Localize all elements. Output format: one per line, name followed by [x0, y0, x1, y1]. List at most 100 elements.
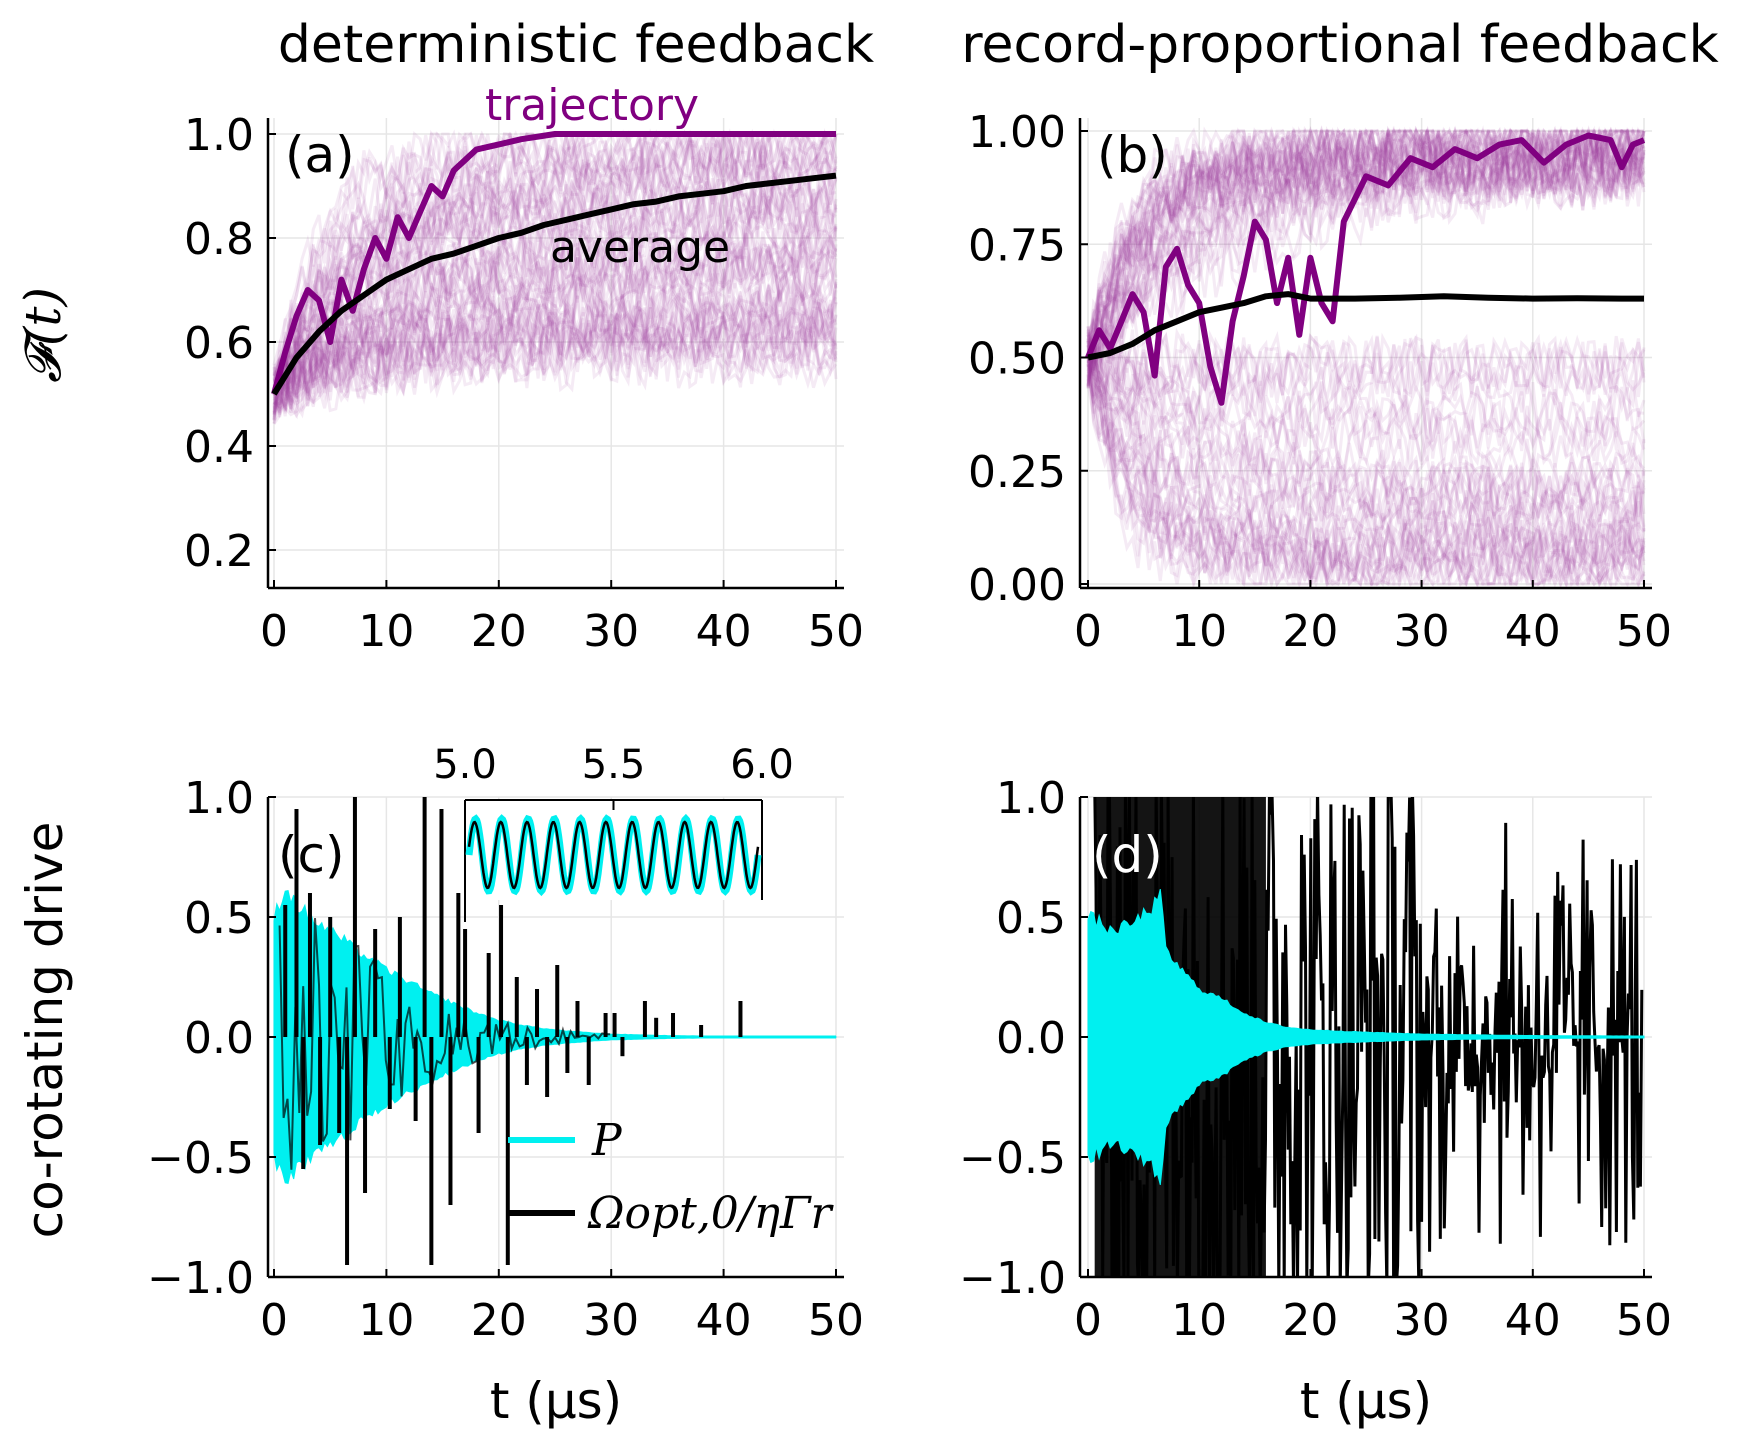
y-tick-label-a: 0.2: [184, 526, 254, 577]
ensemble-trajectory-b: [1086, 329, 1646, 538]
ensemble-trajectory-a: [272, 243, 837, 413]
ensemble-trajectory-b: [1086, 373, 1646, 578]
x-tick-label-a: 20: [471, 606, 527, 657]
inset-tick-label: 5.5: [582, 742, 646, 788]
panel-label-a: (a): [285, 126, 355, 184]
ensemble-trajectory-b: [1086, 130, 1646, 382]
y-axis-label-fidelity: 𝓕(t): [14, 287, 72, 383]
ensemble-trajectory-b: [1086, 332, 1646, 447]
ensemble-trajectory-b: [1086, 338, 1646, 588]
average-line-b: [1087, 291, 1644, 361]
ensemble-trajectory-a: [272, 197, 838, 422]
y-tick-label-c: −0.5: [147, 1133, 254, 1184]
ensemble-trajectory-b: [1086, 340, 1646, 533]
x-tick-label-c: 40: [696, 1295, 752, 1346]
panel-label-c: (c): [278, 826, 345, 884]
ensemble-trajectory-b: [1086, 331, 1646, 443]
x-tick-label-a: 40: [696, 606, 752, 657]
ensemble-trajectory-a: [273, 129, 838, 383]
ensemble-trajectory-a: [272, 151, 838, 424]
ensemble-trajectory-b: [1086, 127, 1645, 343]
grid-a: [268, 118, 844, 588]
ensemble-trajectory-a: [272, 299, 838, 408]
ensemble-trajectory-b: [1086, 340, 1645, 588]
ensemble-trajectory-b: [1087, 134, 1646, 372]
ensemble-trajectory-a: [272, 128, 838, 396]
ensemble-trajectory-b: [1086, 132, 1646, 377]
ensemble-trajectory-b: [1086, 125, 1646, 341]
ensemble-trajectory-b: [1086, 364, 1646, 588]
ensemble-trajectory-a: [272, 223, 838, 395]
y-tick-label-d: 0.5: [996, 893, 1066, 944]
omega-noise-c: [278, 918, 611, 1170]
ensemble-trajectory-b: [1086, 132, 1646, 366]
ensemble-trajectory-a: [272, 177, 838, 415]
ensemble-trajectory-b: [1086, 345, 1646, 519]
ensemble-trajectory-b: [1086, 363, 1645, 582]
annotation-average: average: [550, 222, 730, 273]
ensemble-trajectory-a: [272, 242, 838, 402]
y-tick-label-c: 1.0: [184, 773, 254, 824]
inset-tick-label: 5.0: [433, 742, 497, 788]
trajectory-line-a: [271, 131, 836, 395]
ensemble-trajectory-b: [1086, 125, 1646, 368]
ensemble-trajectory-b: [1086, 348, 1646, 588]
ensemble-b: [1086, 125, 1646, 588]
ensemble-trajectory-b: [1086, 138, 1645, 369]
ensemble-trajectory-b: [1086, 380, 1646, 588]
ensemble-trajectory-a: [272, 132, 837, 387]
x-tick-label-b: 10: [1171, 606, 1227, 657]
y-tick-label-a: 1.0: [184, 110, 254, 161]
x-tick-label-a: 30: [583, 606, 639, 657]
panel-c: 0 10 20 30 40 50 −1.0 −0.5 0.0 0.5 1.0 (c) 5.0 5.5 6.0: [147, 742, 864, 1346]
y-tick-label-b: 0.75: [968, 220, 1066, 271]
ensemble-trajectory-b: [1086, 345, 1646, 532]
x-tick-label-b: 50: [1616, 606, 1672, 657]
x-axis-label-d: t (μs): [1300, 1372, 1432, 1430]
ensemble-trajectory-b: [1086, 328, 1646, 401]
ensemble-trajectory-b: [1086, 358, 1646, 588]
ensemble-trajectory-b: [1086, 131, 1646, 383]
ensemble-trajectory-a: [273, 270, 838, 406]
ensemble-trajectory-b: [1087, 125, 1645, 352]
ensemble-trajectory-a: [272, 302, 838, 409]
panel-a: 0 10 20 30 40 50 0.2 0.4 0.6 0.8 1.0 (a): [184, 110, 864, 657]
ensemble-trajectory-b: [1086, 363, 1646, 575]
ensemble-trajectory-b: [1086, 125, 1646, 381]
x-tick-label-c: 20: [471, 1295, 527, 1346]
y-tick-label-b: 0.00: [968, 560, 1066, 611]
ensemble-trajectory-a: [272, 171, 838, 415]
y-tick-label-b: 0.25: [968, 447, 1066, 498]
ensemble-trajectory-b: [1086, 351, 1646, 569]
y-tick-label-c: −1.0: [147, 1253, 254, 1304]
ensemble-trajectory-b: [1086, 383, 1646, 568]
trajectory-line-b: [1085, 132, 1646, 406]
x-tick-label-d: 50: [1616, 1295, 1672, 1346]
ensemble-trajectory-b: [1086, 125, 1645, 385]
ensemble-trajectory-a: [272, 230, 837, 399]
x-tick-label-d: 40: [1505, 1295, 1561, 1346]
inset-omega-wave: [467, 820, 760, 890]
ensemble-trajectory-a: [272, 255, 838, 384]
ensemble-trajectory-b: [1086, 369, 1646, 585]
ensemble-trajectory-b: [1087, 132, 1646, 371]
ensemble-trajectory-b: [1086, 332, 1646, 403]
ensemble-trajectory-a: [272, 128, 838, 370]
ensemble-trajectory-b: [1087, 140, 1646, 346]
x-tick-label-a: 0: [260, 606, 288, 657]
ensemble-trajectory-a: [273, 206, 838, 394]
y-tick-label-c: 0.0: [184, 1013, 254, 1064]
grid-b: [1080, 118, 1652, 588]
ensemble-trajectory-a: [272, 267, 838, 415]
y-tick-label-d: 0.0: [996, 1013, 1066, 1064]
plot-area-a: [271, 128, 838, 425]
ensemble-trajectory-b: [1086, 126, 1644, 337]
ensemble-trajectory-a: [272, 285, 838, 421]
ensemble-trajectory-a: [273, 154, 838, 409]
ensemble-trajectory-b: [1086, 334, 1646, 587]
y-tick-label-a: 0.8: [184, 214, 254, 265]
inset-c: 5.0 5.5 6.0: [433, 742, 794, 922]
x-tick-label-d: 30: [1394, 1295, 1450, 1346]
ensemble-trajectory-b: [1086, 328, 1646, 402]
ensemble-trajectory-a: [273, 275, 838, 404]
